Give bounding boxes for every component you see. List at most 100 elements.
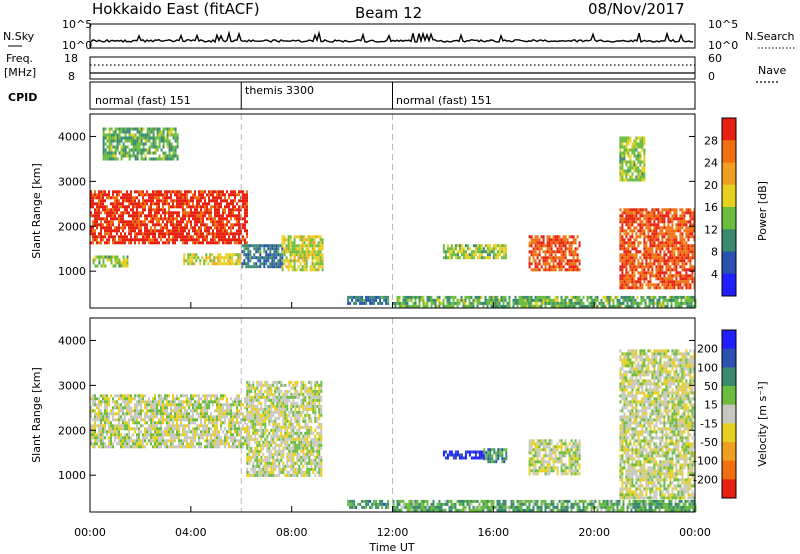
data-cell <box>677 256 680 260</box>
data-cell <box>558 244 561 248</box>
data-cell <box>229 262 232 266</box>
nsky-frame <box>89 23 696 49</box>
data-cell <box>102 157 105 161</box>
data-cell <box>450 247 453 251</box>
data-cell <box>212 232 214 236</box>
data-cell <box>196 424 198 428</box>
data-cell <box>444 253 447 257</box>
data-cell <box>299 262 302 266</box>
data-cell <box>118 238 120 242</box>
data-cell <box>663 241 666 245</box>
data-cell <box>144 139 147 143</box>
data-cell <box>236 430 238 434</box>
data-cell <box>96 397 98 401</box>
data-cell <box>210 208 212 212</box>
data-cell <box>217 256 220 260</box>
data-cell <box>528 241 531 245</box>
data-cell <box>156 442 158 446</box>
data-cell <box>224 226 226 230</box>
data-cell <box>204 427 206 431</box>
data-cell <box>317 253 320 257</box>
data-cell <box>204 202 206 206</box>
data-cell <box>122 196 124 200</box>
data-cell <box>174 226 176 230</box>
data-cell <box>234 445 236 449</box>
data-cell <box>621 220 624 224</box>
data-cell <box>663 286 666 290</box>
data-cell <box>683 253 686 257</box>
data-cell <box>319 244 322 248</box>
data-cell <box>146 427 148 431</box>
data-cell <box>132 145 135 149</box>
data-cell <box>683 283 686 287</box>
data-cell <box>218 433 220 437</box>
data-cell <box>184 409 186 413</box>
data-cell <box>311 247 314 251</box>
data-cell <box>691 253 694 257</box>
data-cell <box>136 202 138 206</box>
data-cell <box>108 136 111 140</box>
data-cell <box>214 430 216 434</box>
data-cell <box>524 301 527 305</box>
data-cell <box>162 196 164 200</box>
data-cell <box>619 253 622 257</box>
data-cell <box>621 265 624 269</box>
data-cell <box>671 241 674 245</box>
data-cell <box>661 208 664 212</box>
data-cell <box>681 253 684 257</box>
data-cell <box>116 261 119 265</box>
data-cell <box>627 220 630 224</box>
data-cell <box>633 256 636 260</box>
data-cell <box>673 268 676 272</box>
data-cell <box>122 409 124 413</box>
data-cell <box>104 445 106 449</box>
data-cell <box>629 217 632 221</box>
data-cell <box>136 148 139 152</box>
data-cell <box>130 232 132 236</box>
data-cell <box>514 301 517 305</box>
data-cell <box>192 442 194 446</box>
data-cell <box>679 214 682 218</box>
data-cell <box>626 295 629 299</box>
data-cell <box>687 226 690 230</box>
data-cell <box>498 250 501 254</box>
data-cell <box>669 265 672 269</box>
data-cell <box>250 416 253 420</box>
data-cell <box>562 235 565 239</box>
data-cell <box>130 223 132 227</box>
data-cell <box>196 409 198 413</box>
data-cell <box>112 190 114 194</box>
data-cell <box>104 430 106 434</box>
data-cell <box>492 253 495 257</box>
data-cell <box>98 430 100 434</box>
data-cell <box>248 437 251 441</box>
data-cell <box>619 226 622 230</box>
data-cell <box>287 241 290 245</box>
data-cell <box>182 214 184 218</box>
data-cell <box>124 193 126 197</box>
data-cell <box>106 205 108 209</box>
data-cell <box>253 265 256 269</box>
data-cell <box>231 256 234 260</box>
data-cell <box>130 154 133 158</box>
data-cell <box>649 244 652 248</box>
data-cell <box>629 265 632 269</box>
data-cell <box>230 190 232 194</box>
data-cell <box>271 259 274 263</box>
data-cell <box>671 256 674 260</box>
data-cell <box>610 304 613 308</box>
data-cell <box>639 145 642 149</box>
data-cell <box>90 442 92 446</box>
data-cell <box>100 415 102 419</box>
data-cell <box>170 145 173 149</box>
data-cell <box>96 202 98 206</box>
data-cell <box>210 394 212 398</box>
data-cell <box>212 196 214 200</box>
data-cell <box>191 259 194 263</box>
data-cell <box>152 235 154 239</box>
data-cell <box>200 442 202 446</box>
data-cell <box>190 223 192 227</box>
data-cell <box>476 250 479 254</box>
data-cell <box>218 193 220 197</box>
data-cell <box>152 229 154 233</box>
